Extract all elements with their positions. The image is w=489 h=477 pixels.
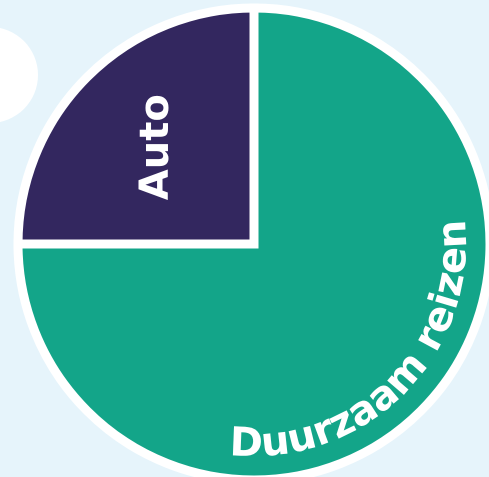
slice-label: Auto <box>132 94 178 200</box>
slices <box>13 3 489 477</box>
pie-slice <box>13 3 259 249</box>
decor-circle <box>0 28 38 122</box>
pie-slice <box>13 3 489 477</box>
